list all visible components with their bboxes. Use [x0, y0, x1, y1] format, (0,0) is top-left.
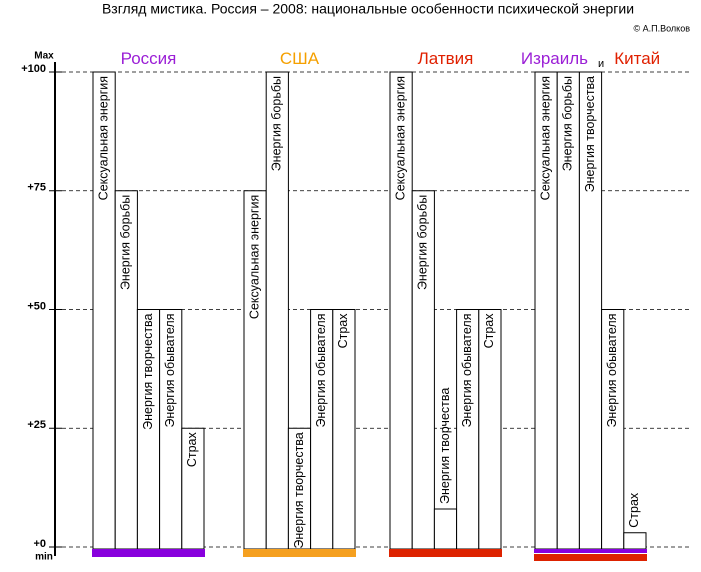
group-baseline — [534, 549, 647, 553]
group-title: Израиль и Китай — [521, 49, 660, 69]
group-title-part: и — [598, 58, 604, 70]
y-tick-label: +75 — [27, 182, 46, 194]
bar-label: Энергия творчества — [292, 432, 306, 548]
group-title-part: Латвия — [418, 49, 474, 68]
bar-label: Энергия творчества — [438, 388, 452, 504]
bar-label: Страх — [185, 432, 199, 468]
group-baseline — [92, 549, 205, 557]
group-title-part: США — [280, 49, 320, 68]
bar-label: Сексуальная энергия — [96, 76, 110, 200]
y-tick-label: +50 — [27, 300, 46, 312]
bar-label: Энергия борьбы — [119, 195, 133, 290]
y-tick-label: +25 — [27, 419, 46, 431]
bar-label: Энергия обывателя — [163, 314, 177, 428]
group-title: США — [280, 49, 320, 68]
group-title-part: Китай — [614, 49, 660, 68]
bar-label: Энергия творчества — [141, 313, 155, 429]
bar — [623, 532, 647, 550]
group-title: Латвия — [418, 49, 474, 68]
group-title: Россия — [121, 49, 177, 68]
bar-label: Сексуальная энергия — [393, 76, 407, 200]
bar-label: Энергия обывателя — [460, 314, 474, 428]
bar-label: Энергия обывателя — [314, 314, 328, 428]
chart-title: Взгляд мистика. Россия – 2008: националь… — [102, 1, 634, 17]
bar-label: Энергия борьбы — [270, 76, 284, 171]
bar-label: Энергия творчества — [583, 76, 597, 192]
group-baseline — [534, 554, 647, 561]
y-tick-label: +0 — [33, 538, 46, 550]
bar-label: Страх — [627, 492, 641, 528]
bar — [433, 508, 458, 550]
bar-label: Энергия борьбы — [416, 195, 430, 290]
y-min-label: min — [35, 552, 53, 563]
y-tick-label: +100 — [21, 63, 46, 75]
group-baseline — [389, 549, 502, 557]
y-max-label: Max — [34, 51, 54, 62]
credit: © А.П.Волков — [634, 23, 691, 33]
bar-label: Энергия обывателя — [605, 314, 619, 428]
group-title-part: Россия — [121, 49, 177, 68]
bar-label: Страх — [336, 313, 350, 349]
group-title-part: Израиль — [521, 49, 588, 68]
bar-label: Энергия борьбы — [561, 76, 575, 171]
group-baseline — [243, 549, 356, 557]
bar-label: Сексуальная энергия — [538, 76, 552, 200]
bar-label: Страх — [482, 313, 496, 349]
bar-label: Сексуальная энергия — [247, 195, 261, 319]
